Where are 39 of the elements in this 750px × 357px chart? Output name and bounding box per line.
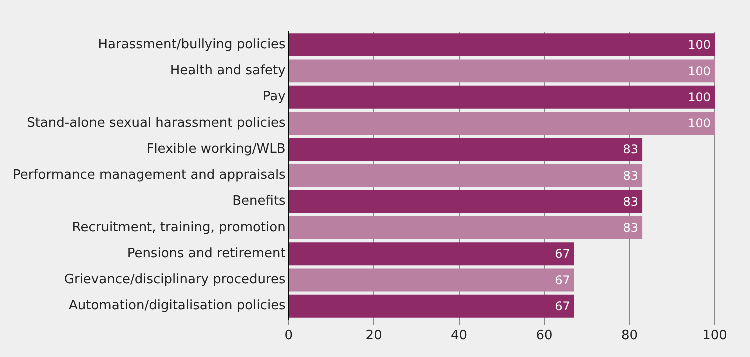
bar (289, 138, 643, 162)
bar (289, 86, 715, 109)
data-label: 100 (688, 38, 711, 52)
y-tick-label: Grievance/disciplinary procedures (64, 272, 286, 288)
data-label: 83 (623, 221, 639, 236)
data-label: 67 (555, 247, 570, 262)
y-tick-label: Health and safety (170, 64, 286, 79)
bar (289, 164, 643, 188)
x-tick-label: 80 (621, 328, 638, 344)
bar (289, 294, 574, 318)
data-label: 83 (623, 194, 639, 209)
data-label: 100 (688, 64, 711, 78)
y-tick-label: Performance management and appraisals (12, 168, 286, 184)
y-tick-label: Pensions and retirement (127, 246, 286, 262)
x-tick-label: 60 (536, 328, 553, 344)
bar (289, 242, 574, 266)
bar (289, 268, 574, 292)
x-tick-label: 0 (284, 328, 293, 344)
data-label: 67 (555, 299, 570, 314)
bar (289, 216, 643, 240)
data-label: 67 (555, 273, 570, 288)
x-tick-label: 40 (451, 328, 468, 344)
bar (289, 34, 715, 57)
y-tick-label: Harassment/bullying policies (98, 37, 286, 52)
y-tick-label: Flexible working/WLB (146, 142, 286, 157)
data-label: 100 (688, 90, 711, 104)
bar (289, 112, 715, 135)
y-tick-label: Benefits (232, 194, 286, 210)
bar (289, 190, 643, 214)
bar (289, 60, 715, 83)
data-label: 83 (623, 168, 639, 183)
y-tick-label: Automation/digitalisation policies (68, 298, 286, 314)
y-tick-label: Stand-alone sexual harassment policies (27, 116, 286, 131)
y-tick-label: Pay (262, 90, 286, 105)
x-tick-label: 20 (366, 328, 382, 344)
x-tick-label: 100 (702, 328, 728, 344)
data-label: 83 (623, 142, 639, 157)
data-label: 100 (688, 116, 711, 131)
y-tick-label: Recruitment, training, promotion (72, 220, 286, 236)
